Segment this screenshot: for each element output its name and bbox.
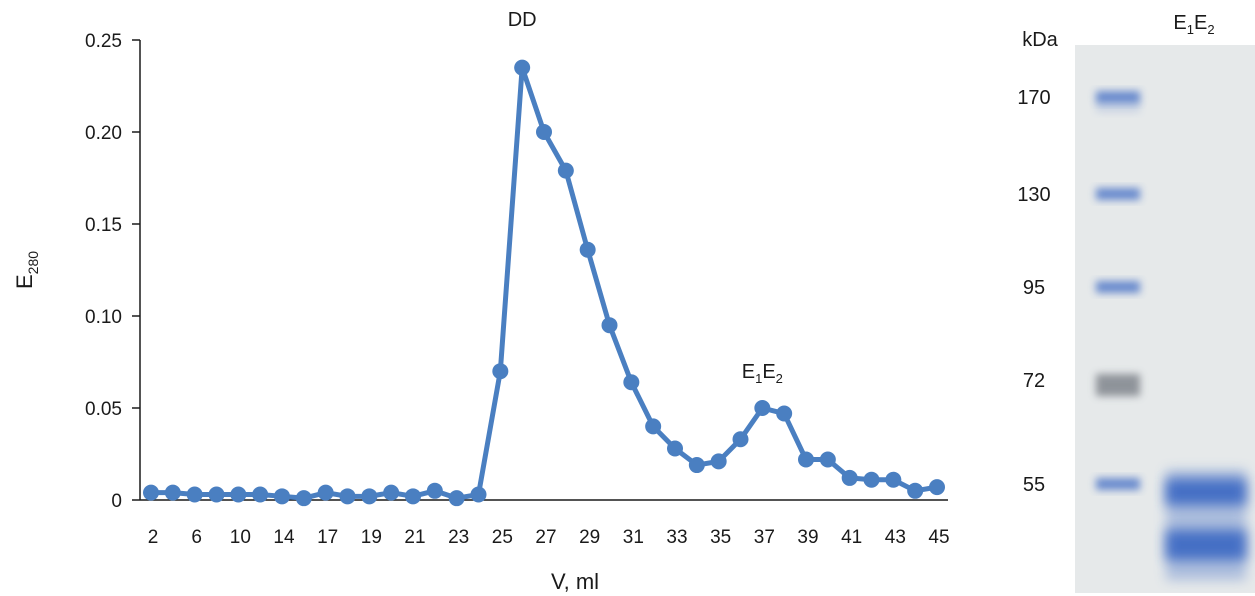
x-tick-label: 25: [492, 527, 513, 548]
data-point: [361, 488, 378, 505]
marker-labels: 170 130 95 72 55: [1017, 87, 1050, 496]
data-point: [579, 241, 596, 258]
marker-band: [1096, 188, 1140, 200]
marker-label: 72: [1023, 370, 1045, 392]
x-tick-label: 6: [191, 527, 202, 548]
data-point: [470, 486, 487, 503]
x-tick-label: 27: [535, 527, 556, 548]
data-point: [143, 484, 159, 501]
x-tick-label: 43: [885, 527, 906, 548]
x-tick-label: 14: [273, 527, 295, 548]
data-point: [754, 400, 771, 416]
data-point: [819, 451, 836, 468]
peak-label: E1E2: [742, 361, 783, 386]
marker-band: [1096, 478, 1140, 490]
x-tick-label: 35: [710, 527, 731, 548]
y-axis-title-main: E: [12, 274, 37, 289]
x-tick-label: 19: [361, 527, 382, 548]
marker-label: 170: [1017, 87, 1050, 109]
marker-label: 130: [1017, 184, 1050, 206]
y-tick-label: 0.10: [85, 307, 122, 328]
data-point: [645, 418, 662, 435]
data-point: [667, 440, 683, 457]
marker-label: 95: [1023, 277, 1045, 299]
x-tick-label: 45: [928, 527, 949, 548]
x-tick-label: 10: [230, 527, 251, 548]
marker-band: [1096, 281, 1140, 293]
data-point: [601, 317, 618, 334]
data-point: [776, 405, 793, 422]
data-point: [557, 162, 574, 179]
marker-band: [1096, 374, 1140, 396]
data-point: [252, 486, 269, 503]
data-point: [230, 486, 247, 503]
data-point: [383, 484, 400, 501]
data-point: [208, 486, 225, 503]
x-tick-label: 21: [404, 527, 425, 548]
data-point: [907, 482, 924, 499]
peak-annotations: DD E1E2: [508, 9, 783, 386]
y-tick-label: 0.20: [85, 123, 122, 144]
data-point: [492, 363, 509, 380]
x-tick-label: 37: [754, 527, 775, 548]
series-points: [143, 59, 945, 507]
x-axis-ticks: 2 6 10 14 17 19 21 23 25 27 29 31 33 35 37 39 41 43 45: [148, 527, 950, 548]
data-point: [405, 488, 421, 505]
data-point: [186, 486, 203, 503]
y-tick-label: 0.25: [85, 31, 122, 52]
marker-lane: [1096, 91, 1140, 490]
gel-image: kDa 170 130 95 72 55 E1E2: [1017, 12, 1255, 593]
data-point: [710, 453, 727, 470]
sample-smear: [1166, 470, 1246, 580]
x-tick-label: 31: [623, 527, 644, 548]
data-point: [426, 482, 443, 499]
data-point: [841, 469, 858, 486]
data-point: [317, 484, 334, 501]
data-point: [885, 471, 902, 488]
y-axis-title-subscript: 280: [25, 251, 41, 275]
x-tick-label: 41: [841, 527, 862, 548]
data-point: [688, 457, 705, 474]
x-tick-label: 29: [579, 527, 600, 548]
data-point: [929, 479, 945, 496]
x-axis-title: V, ml: [551, 569, 599, 594]
x-tick-label: 39: [797, 527, 818, 548]
data-point: [295, 490, 312, 507]
y-axis-ticks: 0 0.05 0.10 0.15 0.20 0.25: [85, 31, 140, 512]
kda-label: kDa: [1022, 29, 1058, 51]
sample-lane: [1166, 470, 1246, 580]
marker-label: 55: [1023, 474, 1045, 496]
y-tick-label: 0.05: [85, 399, 122, 420]
data-point: [448, 490, 465, 507]
data-point: [274, 488, 290, 505]
elution-profile-chart: 0 0.05 0.10 0.15 0.20 0.25 2 6 10 14 17 19 21 23 25 27…: [12, 9, 950, 594]
data-point: [732, 431, 749, 448]
x-tick-label: 23: [448, 527, 469, 548]
x-tick-label: 33: [666, 527, 687, 548]
y-tick-label: 0: [111, 491, 122, 512]
marker-band: [1096, 91, 1140, 103]
data-point: [863, 471, 880, 488]
data-point: [798, 451, 814, 468]
x-tick-label: 17: [317, 527, 338, 548]
x-tick-label: 2: [148, 527, 159, 548]
data-point: [623, 374, 640, 391]
data-point: [536, 124, 552, 140]
y-axis-title: E280: [12, 251, 41, 289]
lane-label: E1E2: [1173, 12, 1214, 37]
peak-label: DD: [508, 9, 537, 31]
data-point: [339, 488, 356, 505]
y-tick-label: 0.15: [85, 215, 122, 236]
data-point: [164, 484, 181, 501]
data-point: [514, 59, 531, 76]
